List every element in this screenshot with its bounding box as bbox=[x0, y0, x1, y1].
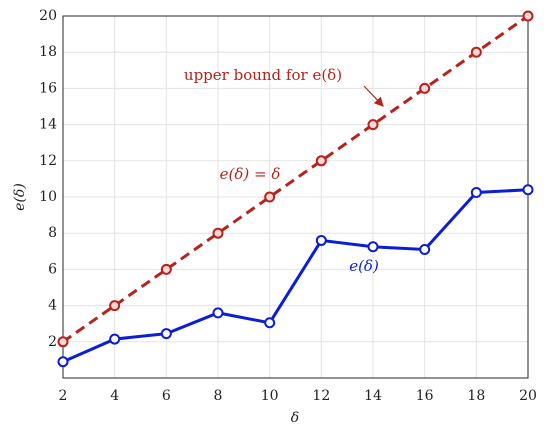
point bbox=[522, 10, 534, 22]
point bbox=[109, 300, 121, 312]
point bbox=[109, 333, 121, 345]
y-axis-label: e(δ) bbox=[12, 183, 28, 211]
y-tick-label: 20 bbox=[39, 8, 57, 24]
y-tick-label: 16 bbox=[39, 80, 57, 96]
point bbox=[212, 307, 224, 319]
y-tick-label: 12 bbox=[39, 153, 57, 169]
annotation-arrow bbox=[363, 85, 384, 107]
point bbox=[367, 119, 379, 131]
series-line bbox=[62, 188, 529, 364]
point bbox=[264, 317, 276, 329]
point bbox=[470, 186, 482, 198]
point bbox=[57, 356, 69, 368]
y-tick-label: 4 bbox=[48, 298, 57, 314]
annotation: e(δ) bbox=[349, 257, 379, 275]
y-tick-label: 10 bbox=[39, 189, 57, 205]
x-tick-label: 16 bbox=[416, 388, 434, 404]
annotation: upper bound for e(δ) bbox=[184, 66, 342, 84]
point bbox=[419, 243, 431, 255]
point bbox=[315, 155, 327, 167]
annotation: e(δ) = δ bbox=[220, 165, 281, 183]
point bbox=[419, 82, 431, 94]
x-tick-label: 8 bbox=[214, 388, 223, 404]
point bbox=[212, 227, 224, 239]
x-tick-label: 20 bbox=[519, 388, 537, 404]
plot-frame bbox=[62, 15, 529, 379]
x-tick-label: 18 bbox=[467, 388, 485, 404]
x-axis-label: δ bbox=[291, 410, 299, 426]
point bbox=[264, 191, 276, 203]
point bbox=[160, 263, 172, 275]
y-tick-label: 18 bbox=[39, 44, 57, 60]
y-tick-label: 8 bbox=[48, 225, 57, 241]
x-tick-label: 12 bbox=[312, 388, 330, 404]
point bbox=[57, 336, 69, 348]
point bbox=[470, 46, 482, 58]
point bbox=[367, 241, 379, 253]
x-tick-label: 2 bbox=[59, 388, 68, 404]
x-tick-label: 4 bbox=[110, 388, 119, 404]
y-tick-label: 14 bbox=[39, 117, 57, 133]
series-line bbox=[62, 14, 529, 344]
y-tick-label: 6 bbox=[48, 261, 57, 277]
point bbox=[522, 184, 534, 196]
point bbox=[315, 234, 327, 246]
point bbox=[160, 328, 172, 340]
x-tick-label: 6 bbox=[162, 388, 171, 404]
y-tick-label: 2 bbox=[48, 334, 57, 350]
x-tick-label: 14 bbox=[364, 388, 382, 404]
x-tick-label: 10 bbox=[261, 388, 279, 404]
